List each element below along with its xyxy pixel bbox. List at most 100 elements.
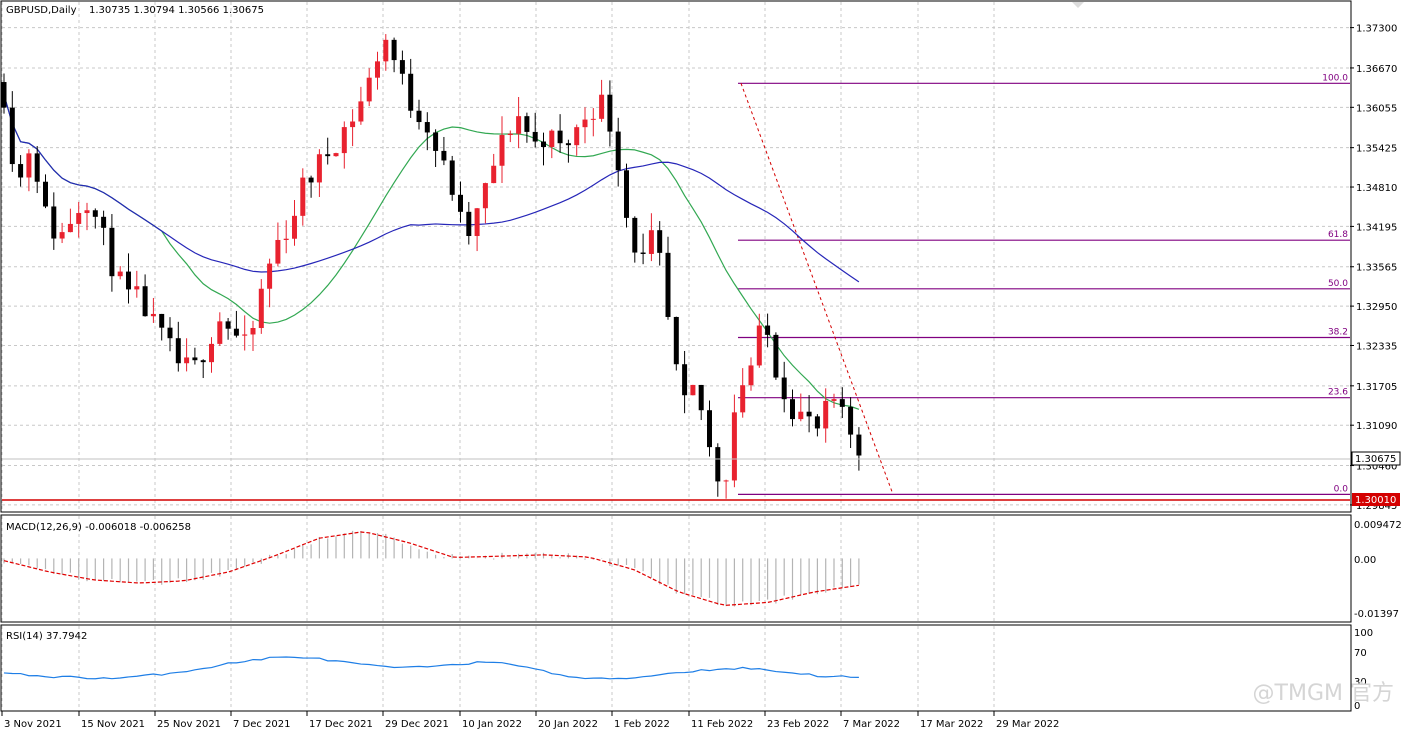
moving-averages <box>3 94 860 410</box>
candle-body <box>308 177 314 183</box>
candle-body <box>1 82 7 108</box>
candle-body <box>839 399 845 407</box>
candle-body <box>9 107 15 165</box>
candle-body <box>175 338 181 364</box>
candle-body <box>707 410 712 448</box>
candle-body <box>333 153 339 157</box>
candle-body <box>209 343 214 363</box>
candle-body <box>441 150 447 161</box>
chart-ohlc: 1.30735 1.30794 1.30566 1.30675 <box>89 5 264 16</box>
y-tick-label: 1.32335 <box>1356 341 1397 352</box>
time-axis: 3 Nov 2021 15 Nov 2021 25 Nov 2021 7 Dec 20… <box>1 711 1059 730</box>
current-price-tag <box>1351 451 1401 466</box>
candle-body <box>358 101 364 122</box>
candle-body <box>192 357 198 361</box>
candle-body <box>34 153 40 182</box>
x-tick-label: 10 Jan 2022 <box>462 719 522 730</box>
candle-body <box>491 165 497 184</box>
y-tick-label: 1.35425 <box>1356 144 1397 155</box>
main-panel-frame <box>0 0 1352 513</box>
rsi-axis-100: 100 <box>1354 628 1373 639</box>
candle-body <box>449 160 455 195</box>
candle-body <box>557 130 563 144</box>
candle-body <box>648 230 654 254</box>
candle-body <box>790 399 795 420</box>
candle-body <box>773 334 779 378</box>
current-price-label: 1.30675 <box>1355 454 1396 465</box>
candle-body <box>84 210 90 214</box>
candle-body <box>806 411 812 417</box>
y-tick-label: 1.34810 <box>1356 183 1397 194</box>
candle-body <box>408 73 414 111</box>
candle-body <box>225 321 231 329</box>
candle-body <box>524 116 530 132</box>
candle-body <box>51 206 57 239</box>
candle-body <box>624 170 629 218</box>
candle-body <box>134 286 140 290</box>
candle-body <box>673 316 679 365</box>
candle-body <box>350 121 356 128</box>
candle-body <box>541 141 546 147</box>
y-tick-label: 1.30460 <box>1356 462 1397 473</box>
candle-body <box>574 127 580 146</box>
candle-body <box>142 286 148 317</box>
candle-body <box>615 131 621 171</box>
candle-body <box>109 227 115 277</box>
candle-body <box>300 177 306 216</box>
x-tick-label: 29 Dec 2021 <box>385 719 449 730</box>
candle-body <box>798 411 804 420</box>
candle-body <box>366 77 372 102</box>
macd-header: MACD(12,26,9) -0.006018 -0.006258 <box>6 522 191 533</box>
candle-body <box>59 232 65 239</box>
fib-level-label: 23.6 <box>1328 388 1348 398</box>
candle-body <box>507 133 513 136</box>
candle-body <box>43 181 48 207</box>
rsi-axis-30: 30 <box>1354 677 1367 688</box>
candle-body <box>267 263 273 289</box>
candle-body <box>233 328 239 336</box>
candle-body <box>250 328 256 335</box>
candle-body <box>516 116 522 134</box>
y-tick-label: 1.36055 <box>1356 103 1397 114</box>
candle-body <box>698 384 704 411</box>
x-tick-label: 15 Nov 2021 <box>81 719 145 730</box>
candle-body <box>814 416 820 429</box>
macd-panel-frame <box>0 514 1352 623</box>
candle-body <box>200 360 206 363</box>
candle-body <box>748 365 754 386</box>
fib-level-label: 100.0 <box>1322 73 1348 83</box>
candle-body <box>341 127 347 154</box>
x-tick-label: 23 Feb 2022 <box>767 719 829 730</box>
macd-signal-line <box>3 531 859 606</box>
macd-axis-zero: 0.00 <box>1354 555 1376 566</box>
support-price-tag <box>1352 493 1400 506</box>
candle-body <box>499 135 505 166</box>
chart-tool-icon[interactable] <box>1072 2 1084 8</box>
macd-indicator <box>3 530 860 607</box>
candlesticks <box>1 34 862 499</box>
candle-body <box>416 110 422 123</box>
candle-body <box>715 447 721 482</box>
candle-body <box>599 94 605 119</box>
fibonacci-retracement[interactable]: 100.0 61.8 50.0 38.2 23.6 0.0 <box>738 73 1350 495</box>
macd-axis-max: 0.009472 <box>1354 520 1402 531</box>
fib-trend-line <box>740 83 894 495</box>
candle-body <box>383 39 389 62</box>
candle-body <box>458 194 463 212</box>
rsi-indicator <box>3 656 859 680</box>
candle-body <box>607 94 613 132</box>
x-tick-label: 11 Feb 2022 <box>691 719 753 730</box>
x-tick-label: 3 Nov 2021 <box>4 719 62 730</box>
fib-level-label: 61.8 <box>1328 230 1348 240</box>
fib-level-label: 0.0 <box>1334 484 1349 494</box>
y-tick-label: 1.33565 <box>1356 263 1397 274</box>
watermark: @TMGM 官方 <box>1252 681 1394 706</box>
candle-body <box>67 223 73 233</box>
candle-body <box>731 412 737 481</box>
y-tick-label: 1.29845 <box>1356 501 1397 512</box>
candle-body <box>399 60 405 74</box>
candle-body <box>482 183 488 209</box>
y-tick-label: 1.32950 <box>1356 302 1397 313</box>
